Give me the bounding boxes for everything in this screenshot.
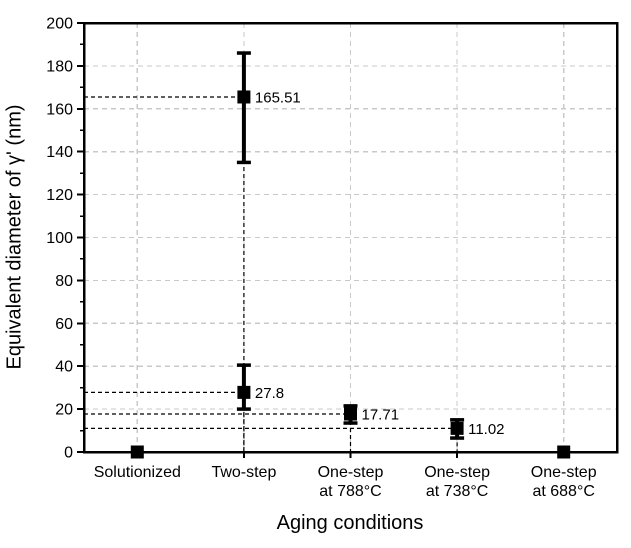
svg-text:180: 180	[46, 58, 73, 75]
x-axis-title: Aging conditions	[276, 512, 424, 534]
data-point-marker	[130, 445, 144, 459]
data-point-marker	[450, 421, 464, 435]
y-axis-title: Equivalent diameter of γ' (nm)	[3, 104, 26, 370]
svg-text:40: 40	[55, 359, 73, 376]
svg-text:160: 160	[46, 101, 73, 118]
svg-text:Two-step: Two-step	[211, 464, 276, 481]
data-point-label: 165.51	[255, 89, 301, 106]
svg-text:120: 120	[46, 187, 73, 204]
x-axis-ticks: Solutionized Two-step One-step at 788°C One-…	[94, 452, 597, 500]
gridlines	[84, 23, 617, 452]
svg-text:140: 140	[46, 144, 73, 161]
svg-text:60: 60	[55, 316, 73, 333]
svg-text:Solutionized: Solutionized	[94, 464, 181, 481]
data-point-marker	[237, 385, 251, 399]
svg-text:0: 0	[64, 445, 73, 462]
svg-text:20: 20	[55, 402, 73, 419]
data-point-marker	[237, 90, 251, 104]
data-point-marker	[557, 445, 571, 459]
svg-text:80: 80	[55, 273, 73, 290]
y-axis-ticks: 0 20 40 60 80 100 120 140 160 180 200	[46, 16, 84, 462]
data-point-label: 11.02	[468, 421, 504, 438]
data-points: 165.51 27.8 17.71 11.02	[130, 89, 571, 459]
error-bars	[236, 51, 465, 440]
data-point-marker	[344, 407, 357, 421]
svg-text:200: 200	[46, 16, 73, 33]
data-point-label: 17.71	[362, 407, 400, 424]
svg-text:100: 100	[46, 230, 73, 247]
data-point-label: 27.8	[255, 385, 284, 402]
